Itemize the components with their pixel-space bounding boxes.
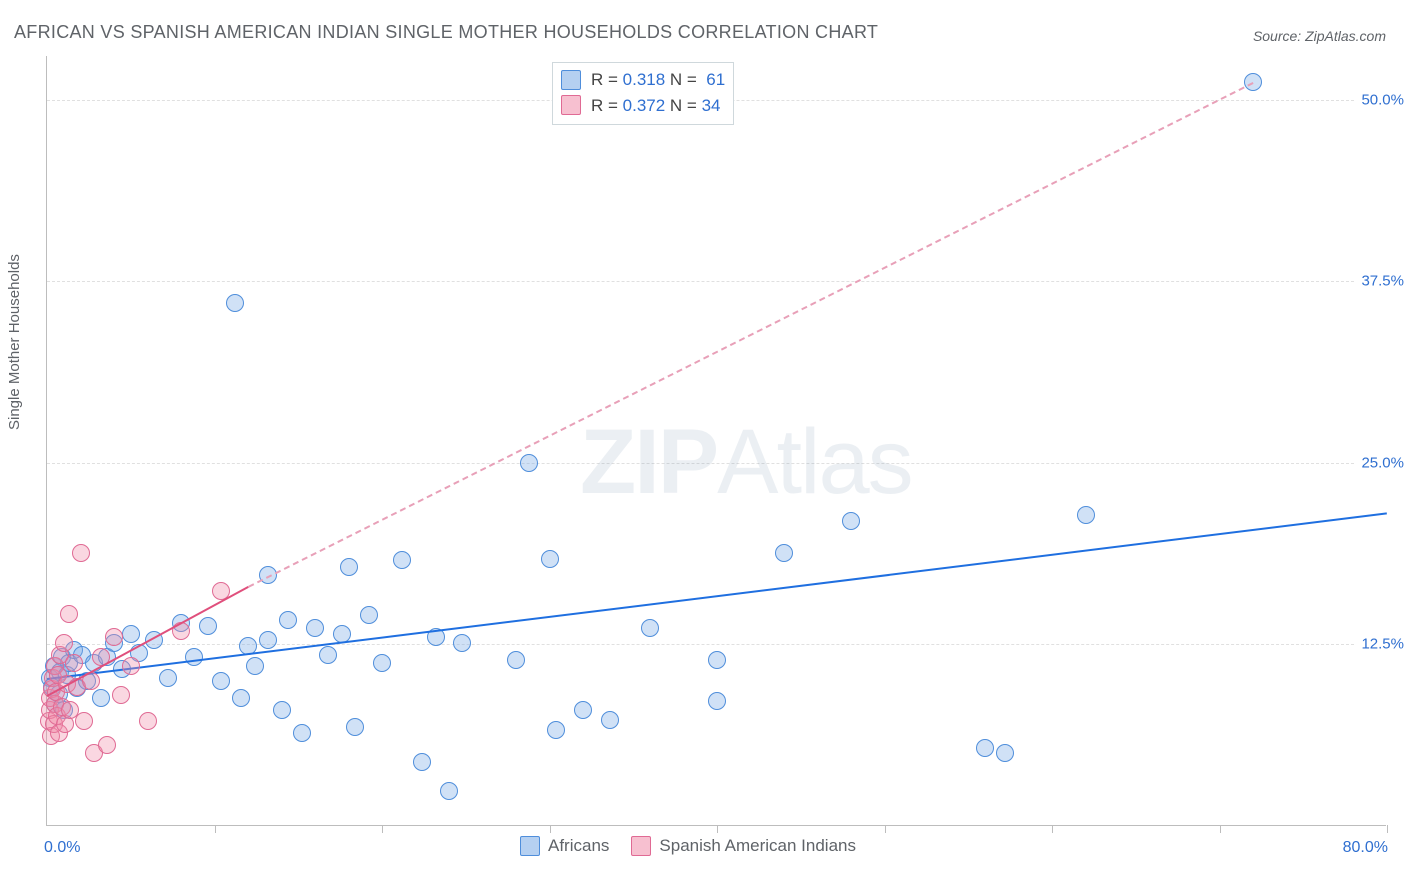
data-point [60, 605, 78, 623]
y-tick-label: 25.0% [1361, 454, 1404, 471]
data-point [112, 686, 130, 704]
legend-row-1: R = 0.318 N = 61 [561, 67, 725, 93]
data-point [574, 701, 592, 719]
chart-title: AFRICAN VS SPANISH AMERICAN INDIAN SINGL… [14, 22, 878, 43]
data-point [226, 294, 244, 312]
data-point [65, 654, 83, 672]
data-point [293, 724, 311, 742]
data-point [185, 648, 203, 666]
data-point [453, 634, 471, 652]
data-point [393, 551, 411, 569]
legend-swatch-africans [520, 836, 540, 856]
y-tick-label: 50.0% [1361, 91, 1404, 108]
x-max-label: 80.0% [1343, 839, 1388, 857]
data-point [122, 625, 140, 643]
data-point [373, 654, 391, 672]
data-point [259, 631, 277, 649]
data-point [139, 712, 157, 730]
data-point [601, 711, 619, 729]
series-legend: Africans Spanish American Indians [520, 836, 856, 856]
data-point [976, 739, 994, 757]
legend-item-spanish: Spanish American Indians [631, 836, 856, 856]
data-point [360, 606, 378, 624]
data-point [775, 544, 793, 562]
data-point [105, 628, 123, 646]
data-point [92, 689, 110, 707]
data-point [273, 701, 291, 719]
data-point [1077, 506, 1095, 524]
data-point [55, 634, 73, 652]
data-point [319, 646, 337, 664]
watermark: ZIPAtlas [580, 410, 912, 515]
correlation-legend: R = 0.318 N = 61 R = 0.372 N = 34 [552, 62, 734, 125]
data-point [246, 657, 264, 675]
y-tick-label: 37.5% [1361, 273, 1404, 290]
data-point [547, 721, 565, 739]
data-point [708, 692, 726, 710]
x-min-label: 0.0% [44, 839, 80, 857]
y-axis-label: Single Mother Households [6, 254, 23, 430]
data-point [306, 619, 324, 637]
source-label: Source: ZipAtlas.com [1253, 28, 1386, 44]
data-point [440, 782, 458, 800]
data-point [520, 454, 538, 472]
legend-row-2: R = 0.372 N = 34 [561, 93, 725, 119]
data-point [541, 550, 559, 568]
data-point [340, 558, 358, 576]
data-point [996, 744, 1014, 762]
legend-item-africans: Africans [520, 836, 609, 856]
data-point [507, 651, 525, 669]
data-point [413, 753, 431, 771]
legend-swatch-spanish [631, 836, 651, 856]
data-point [75, 712, 93, 730]
legend-swatch-2 [561, 95, 581, 115]
y-tick-label: 12.5% [1361, 636, 1404, 653]
data-point [159, 669, 177, 687]
data-point [72, 544, 90, 562]
data-point [232, 689, 250, 707]
data-point [212, 672, 230, 690]
data-point [122, 657, 140, 675]
data-point [708, 651, 726, 669]
data-point [641, 619, 659, 637]
data-point [98, 736, 116, 754]
data-point [199, 617, 217, 635]
data-point [346, 718, 364, 736]
data-point [279, 611, 297, 629]
legend-swatch-1 [561, 70, 581, 90]
